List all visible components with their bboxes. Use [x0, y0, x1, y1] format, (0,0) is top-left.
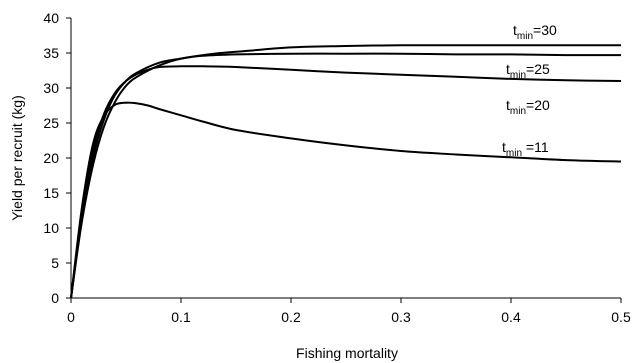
series-label-main: t — [506, 97, 510, 113]
y-tick-label: 0 — [51, 290, 59, 306]
series-label-2: tmin=20 — [506, 97, 550, 117]
series-label-3: tmin =11 — [502, 139, 549, 159]
series-label-subscript: min — [517, 31, 533, 42]
y-tick-label: 10 — [43, 220, 59, 236]
y-tick-label: 40 — [43, 10, 59, 26]
y-tick-label: 20 — [43, 150, 59, 166]
series-line-0 — [70, 44, 621, 299]
series-label-value: =11 — [522, 139, 549, 155]
series-label-value: =25 — [526, 61, 550, 77]
y-tick-label: 30 — [43, 80, 59, 96]
curves — [70, 44, 622, 299]
x-axis-title: Fishing mortality — [296, 345, 398, 361]
series-label-1: tmin=25 — [506, 61, 550, 81]
series-label-subscript: min — [506, 148, 522, 159]
y-tick-label: 25 — [43, 115, 59, 131]
x-tick-label: 0.3 — [391, 309, 411, 325]
x-tick-label: 0.2 — [281, 309, 301, 325]
series-label-0: tmin=30 — [513, 22, 557, 42]
y-tick-label: 15 — [43, 185, 59, 201]
x-tick-label: 0.1 — [171, 309, 191, 325]
series-line-1 — [70, 52, 622, 299]
axes: 0 5 10 15 20 25 30 35 40 0 0.1 0.2 0.3 0.4 0.5 — [43, 10, 631, 325]
series-label-main: t — [506, 61, 510, 77]
x-tick-label: 0.4 — [501, 309, 521, 325]
series-label-main: t — [502, 139, 506, 155]
series-line-3 — [70, 101, 622, 299]
series-label-value: =20 — [526, 97, 550, 113]
series-label-subscript: min — [510, 106, 526, 117]
series-label-subscript: min — [510, 70, 526, 81]
x-tick-label: 0.5 — [611, 309, 631, 325]
y-tick-label: 5 — [51, 255, 59, 271]
y-tick-label: 35 — [43, 45, 59, 61]
y-axis-title: Yield per recruit (kg) — [9, 95, 25, 221]
series-label-value: =30 — [533, 22, 557, 38]
x-tick-label: 0 — [67, 309, 75, 325]
series-label-main: t — [513, 22, 517, 38]
